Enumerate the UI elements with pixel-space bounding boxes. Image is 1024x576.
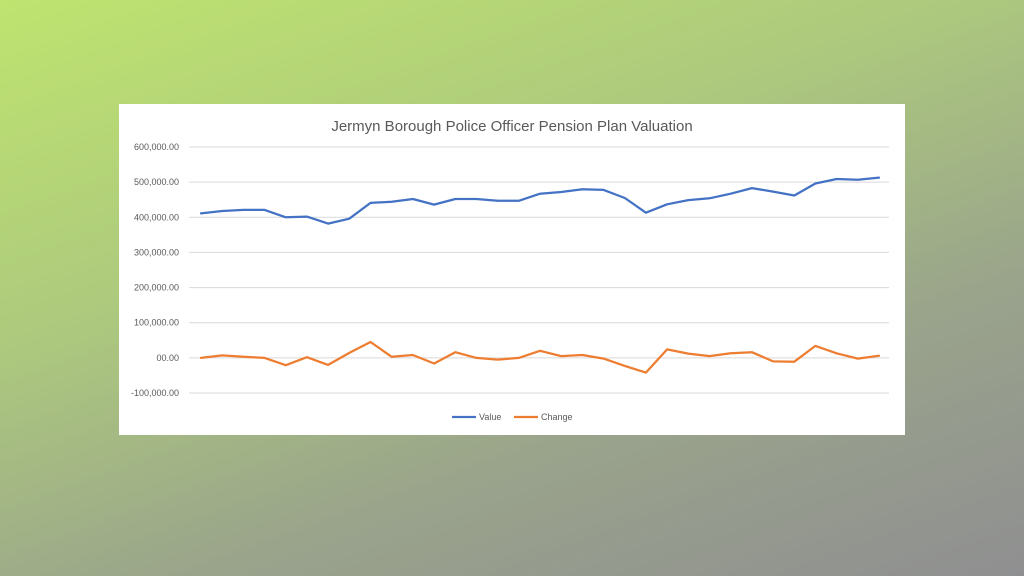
y-tick-label: 300,000.00: [134, 247, 179, 257]
y-axis-tick-labels: 600,000.00 500,000.00 400,000.00 300,000.00…: [131, 142, 179, 398]
legend: Value Change: [452, 412, 573, 422]
series-line-value: [199, 176, 881, 225]
y-tick-label: 100,000.00: [134, 318, 179, 328]
legend-label-value: Value: [479, 412, 501, 422]
y-tick-label: 00.00: [156, 353, 179, 363]
series-lines: [199, 176, 881, 374]
line-chart: Jermyn Borough Police Officer Pension Pl…: [131, 118, 889, 422]
gridlines: [189, 146, 889, 394]
y-tick-label: 200,000.00: [134, 283, 179, 293]
chart-card: Jermyn Borough Police Officer Pension Pl…: [119, 104, 905, 435]
y-tick-label: 400,000.00: [134, 212, 179, 222]
y-tick-label: 500,000.00: [134, 177, 179, 187]
y-tick-label: -100,000.00: [131, 388, 179, 398]
chart-title: Jermyn Borough Police Officer Pension Pl…: [331, 118, 692, 135]
legend-label-change: Change: [541, 412, 573, 422]
y-tick-label: 600,000.00: [134, 142, 179, 152]
series-line-change: [199, 340, 881, 374]
